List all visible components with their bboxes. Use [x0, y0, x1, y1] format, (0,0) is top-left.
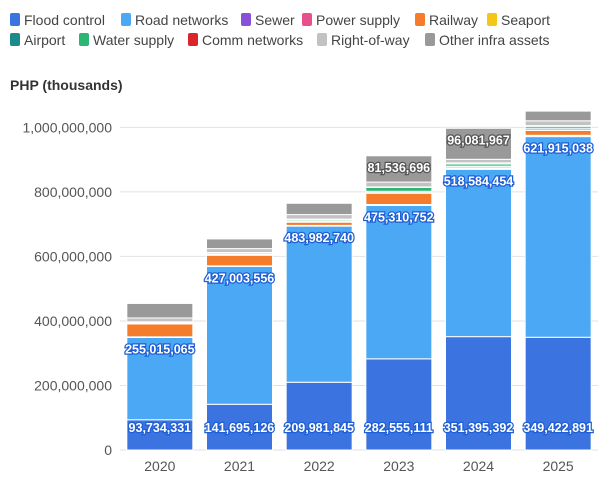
legend-item[interactable]: Flood control	[10, 12, 105, 28]
data-label: 351,395,392	[444, 421, 514, 435]
data-label: 349,422,891	[523, 421, 593, 435]
legend-item[interactable]: Railway	[415, 12, 478, 28]
legend: Flood control Road networks Sewer Power sup…	[10, 12, 550, 48]
legend-label: Sewer	[255, 12, 295, 28]
legend-label: Airport	[24, 32, 65, 48]
bars	[126, 110, 592, 451]
bar-segment[interactable]	[445, 168, 512, 338]
bar-segment[interactable]	[365, 358, 433, 451]
legend-swatch	[241, 13, 251, 26]
data-labels: 93,734,331 255,015,065 141,695,126 427,003,…	[124, 132, 594, 436]
bar-segment[interactable]	[365, 181, 433, 188]
data-label: 475,310,752	[364, 210, 434, 224]
legend-item[interactable]: Airport	[10, 32, 65, 48]
bar-segment[interactable]	[445, 127, 512, 160]
y-tick-label: 1,000,000,000	[22, 119, 112, 135]
legend-swatch	[188, 33, 198, 46]
legend-swatch	[10, 13, 20, 26]
y-tick-label: 600,000,000	[34, 248, 112, 264]
legend-swatch	[317, 33, 327, 46]
bar-segment[interactable]	[206, 238, 273, 250]
bar-segment[interactable]	[206, 266, 273, 405]
legend-label: Road networks	[135, 12, 228, 28]
data-label: 483,982,740	[284, 231, 354, 245]
legend-swatch	[121, 13, 131, 26]
bar-segment[interactable]	[445, 336, 512, 451]
data-label: 621,915,038	[523, 142, 593, 156]
data-label: 282,555,111	[365, 421, 433, 435]
legend-label: Power supply	[316, 12, 400, 28]
legend-label: Railway	[429, 12, 478, 28]
bar-segment[interactable]	[126, 302, 194, 319]
data-label: 518,584,454	[444, 174, 514, 188]
bar-segment[interactable]	[285, 214, 353, 220]
y-tick-label: 200,000,000	[34, 377, 112, 393]
bar-segment[interactable]	[524, 136, 592, 338]
bar-segment[interactable]	[365, 186, 433, 192]
legend-swatch	[415, 13, 425, 26]
bar-segment[interactable]	[524, 120, 592, 127]
data-label: 427,003,556	[205, 272, 275, 286]
legend-label: Water supply	[93, 32, 174, 48]
data-label: 81,536,696	[368, 161, 431, 175]
bar-segment[interactable]	[524, 129, 592, 136]
legend-swatch	[10, 33, 20, 46]
bar-segment[interactable]	[126, 323, 194, 338]
legend-item[interactable]: Right-of-way	[317, 32, 410, 48]
legend-swatch	[302, 13, 312, 26]
bar-segment[interactable]	[126, 336, 194, 421]
data-label: 141,695,126	[205, 421, 275, 435]
legend-swatch	[79, 33, 89, 46]
legend-label: Right-of-way	[331, 32, 410, 48]
y-tick-label: 0	[104, 442, 112, 458]
data-label: 96,081,967	[447, 133, 510, 147]
legend-label: Comm networks	[202, 32, 303, 48]
bar-segment[interactable]	[206, 403, 273, 451]
bar-segment[interactable]	[365, 155, 433, 183]
legend-swatch	[487, 13, 497, 26]
bar-segment[interactable]	[126, 419, 194, 451]
bar-segment[interactable]	[365, 192, 433, 206]
x-tick-label: 2022	[304, 458, 335, 474]
legend-item[interactable]: Seaport	[487, 12, 550, 28]
x-tick-label: 2024	[463, 458, 494, 474]
y-tick-label: 800,000,000	[34, 184, 112, 200]
legend-item[interactable]: Power supply	[302, 12, 400, 28]
bar-segment[interactable]	[365, 204, 433, 360]
x-tick-label: 2021	[224, 458, 255, 474]
data-label: 93,734,331	[129, 421, 192, 435]
x-axis-ticks: 2020 2021 2022 2023 2024 2025	[144, 458, 574, 474]
bar-segment[interactable]	[206, 248, 273, 253]
legend-swatch	[425, 33, 435, 46]
x-tick-label: 2023	[383, 458, 414, 474]
legend-item[interactable]: Water supply	[79, 32, 174, 48]
gridlines	[120, 126, 598, 451]
x-tick-label: 2020	[144, 458, 175, 474]
data-label: 255,015,065	[125, 342, 195, 356]
legend-label: Flood control	[24, 12, 105, 28]
bar-segment[interactable]	[126, 317, 194, 323]
bar-segment[interactable]	[285, 225, 353, 383]
x-tick-label: 2025	[543, 458, 574, 474]
bar-segment[interactable]	[285, 381, 353, 451]
y-axis-label: PHP (thousands)	[10, 77, 123, 93]
legend-item[interactable]: Road networks	[121, 12, 228, 28]
legend-label: Seaport	[501, 12, 550, 28]
bar-segment[interactable]	[445, 158, 512, 164]
y-tick-label: 400,000,000	[34, 313, 112, 329]
bar-segment[interactable]	[524, 110, 592, 122]
legend-label: Other infra assets	[439, 32, 550, 48]
legend-item[interactable]: Sewer	[241, 12, 295, 28]
bar-segment[interactable]	[285, 202, 353, 216]
bar-segment[interactable]	[206, 254, 273, 267]
data-label: 209,981,845	[284, 421, 354, 435]
y-axis-ticks: 0 200,000,000 400,000,000 600,000,000 800,00…	[22, 119, 112, 458]
legend-item[interactable]: Other infra assets	[425, 32, 550, 48]
legend-item[interactable]: Comm networks	[188, 32, 303, 48]
